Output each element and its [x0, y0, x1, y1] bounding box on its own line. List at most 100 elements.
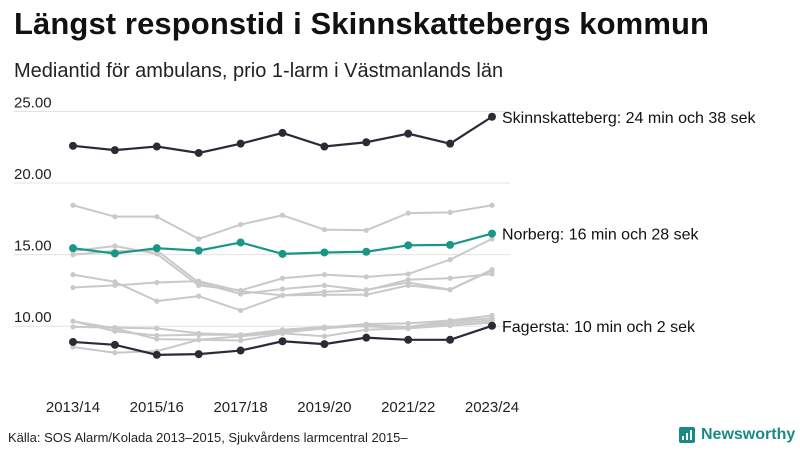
x-tick-label: 2017/18 — [213, 399, 267, 416]
data-point — [488, 321, 496, 330]
background-data-point — [196, 293, 202, 299]
background-data-point — [489, 271, 495, 277]
data-point — [110, 340, 119, 349]
background-data-point — [363, 227, 369, 233]
background-data-point — [70, 324, 76, 330]
background-data-point — [70, 318, 76, 324]
background-data-point — [196, 278, 202, 284]
background-data-point — [112, 350, 118, 356]
background-data-point — [154, 279, 160, 286]
data-point — [194, 350, 203, 359]
y-tick-label: 20.00 — [14, 166, 52, 183]
x-axis-ticks: 2013/14 2015/16 2017/18 2019/20 2021/22 2023/… — [46, 399, 519, 416]
data-point — [110, 249, 119, 258]
background-data-point — [112, 243, 118, 249]
background-data-point — [405, 279, 411, 286]
line-chart: 10.00 15.00 20.00 25.00 Skinnskatteberg: 24… — [14, 94, 756, 416]
background-data-point — [405, 271, 411, 277]
x-tick-label: 2021/22 — [381, 399, 435, 416]
data-point — [488, 229, 496, 238]
background-data-point — [279, 275, 286, 281]
y-tick-label: 10.00 — [14, 309, 52, 326]
background-data-point — [196, 236, 202, 242]
background-data-point — [363, 292, 369, 298]
background-data-point — [279, 327, 286, 333]
background-data-point — [112, 214, 118, 220]
data-point — [320, 142, 329, 151]
chart-subtitle: Mediantid för ambulans, prio 1-larm i Vä… — [14, 60, 504, 82]
data-point — [446, 240, 455, 249]
background-data-point — [447, 287, 453, 293]
background-data-point — [321, 289, 327, 295]
background-data-point — [363, 323, 369, 329]
background-data-point — [321, 226, 327, 233]
background-data-point — [447, 257, 453, 263]
newsworthy-chart-icon — [679, 427, 695, 443]
data-point — [152, 350, 161, 359]
background-data-point — [112, 282, 118, 289]
data-point — [446, 335, 455, 344]
data-point — [320, 248, 329, 257]
series-end-label: Norberg: 16 min och 28 sek — [502, 227, 700, 244]
background-data-point — [112, 325, 118, 331]
data-point — [404, 129, 413, 138]
background-data-point — [447, 275, 453, 281]
series-end-label: Fagersta: 10 min och 2 sek — [502, 319, 696, 336]
background-data-point — [489, 236, 495, 242]
data-point — [110, 146, 119, 155]
background-data-point — [154, 251, 160, 257]
source-note: Källa: SOS Alarm/Kolada 2013–2015, Sjukv… — [8, 430, 408, 445]
background-data-point — [363, 274, 369, 280]
background-data-point — [154, 214, 160, 220]
background-series — [70, 202, 495, 356]
background-data-point — [154, 298, 160, 304]
background-data-point — [70, 252, 76, 258]
background-data-point — [279, 292, 286, 299]
data-point — [278, 337, 287, 346]
data-point — [152, 244, 161, 253]
data-point — [488, 112, 496, 121]
data-point — [236, 346, 245, 355]
background-data-point — [238, 307, 244, 314]
background-data-point — [70, 284, 76, 291]
background-data-point — [279, 212, 286, 218]
y-axis-ticks: 10.00 15.00 20.00 25.00 — [14, 94, 52, 326]
x-tick-label: 2015/16 — [130, 399, 184, 416]
data-point — [236, 238, 245, 247]
background-data-point — [321, 282, 327, 289]
data-point — [69, 337, 77, 346]
background-data-point — [363, 327, 369, 333]
data-point — [320, 340, 329, 349]
data-point — [194, 148, 203, 157]
background-data-point — [70, 202, 76, 208]
data-point — [362, 138, 371, 147]
data-point — [446, 139, 455, 148]
data-point — [69, 244, 77, 253]
background-data-point — [489, 267, 495, 273]
highlighted-series: Skinnskatteberg: 24 min och 38 sek Norber… — [69, 110, 756, 359]
background-data-point — [279, 286, 286, 292]
x-tick-label: 2013/14 — [46, 399, 100, 416]
background-data-point — [70, 272, 76, 278]
data-point — [404, 335, 413, 344]
background-series-line — [72, 237, 493, 292]
data-point — [362, 333, 371, 342]
data-point — [278, 249, 287, 258]
background-data-point — [238, 288, 244, 294]
background-data-point — [405, 210, 411, 216]
brand-name: Newsworthy — [701, 426, 796, 443]
data-point — [236, 139, 245, 148]
data-point — [69, 141, 77, 150]
data-point — [152, 142, 161, 151]
background-data-point — [447, 322, 453, 329]
background-data-point — [154, 336, 160, 342]
background-data-point — [321, 324, 327, 330]
background-data-point — [112, 279, 118, 285]
x-tick-label: 2019/20 — [297, 399, 351, 416]
data-point — [278, 128, 287, 137]
newsworthy-brand: Newsworthy — [679, 426, 795, 444]
x-tick-label: 2023/24 — [465, 399, 519, 416]
background-data-point — [154, 325, 160, 331]
background-data-point — [489, 202, 495, 208]
background-data-point — [321, 333, 327, 339]
